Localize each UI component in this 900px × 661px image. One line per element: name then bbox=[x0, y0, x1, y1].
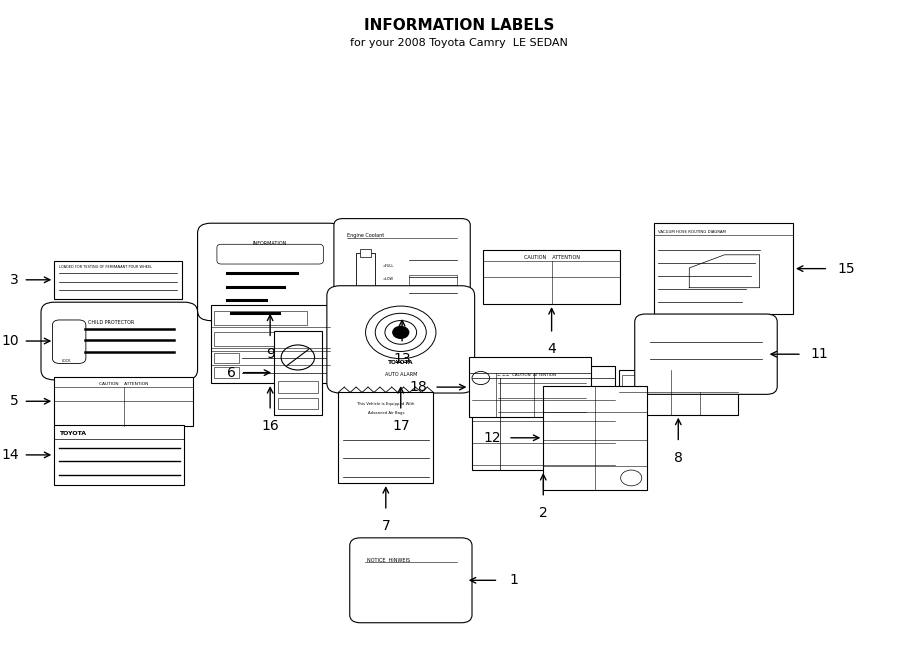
Bar bbox=[623, 375, 640, 387]
Text: CHILD PROTECTOR: CHILD PROTECTOR bbox=[87, 320, 134, 325]
Bar bbox=[654, 223, 793, 314]
FancyBboxPatch shape bbox=[198, 223, 343, 321]
Text: NOTICE  HINWEIS: NOTICE HINWEIS bbox=[367, 558, 410, 563]
FancyBboxPatch shape bbox=[327, 286, 474, 393]
Text: 15: 15 bbox=[837, 262, 855, 276]
Text: 13: 13 bbox=[393, 352, 411, 366]
Text: This Vehicle is Equipped With: This Vehicle is Equipped With bbox=[357, 403, 415, 407]
Text: 16: 16 bbox=[261, 419, 279, 434]
Bar bbox=[214, 368, 238, 378]
Text: 14: 14 bbox=[2, 448, 19, 462]
Text: 6: 6 bbox=[227, 366, 236, 379]
Text: 1: 1 bbox=[509, 573, 518, 587]
Text: Advanced Air Bags: Advanced Air Bags bbox=[367, 410, 404, 415]
Bar bbox=[274, 330, 321, 414]
FancyBboxPatch shape bbox=[634, 314, 778, 395]
Bar bbox=[472, 366, 615, 470]
Bar bbox=[54, 260, 182, 299]
Bar bbox=[360, 249, 371, 256]
Text: 10: 10 bbox=[2, 334, 19, 348]
Text: 7: 7 bbox=[382, 520, 391, 533]
Bar bbox=[619, 370, 738, 414]
FancyBboxPatch shape bbox=[350, 538, 472, 623]
Text: 9: 9 bbox=[266, 347, 274, 361]
Text: 11: 11 bbox=[811, 347, 828, 361]
Bar bbox=[214, 332, 307, 346]
Text: =LOW: =LOW bbox=[382, 277, 393, 281]
Text: 12: 12 bbox=[483, 431, 501, 445]
Bar bbox=[470, 357, 590, 417]
Bar bbox=[54, 377, 194, 426]
Bar bbox=[409, 274, 457, 285]
Bar bbox=[214, 353, 238, 364]
Bar bbox=[277, 398, 318, 409]
Bar bbox=[483, 251, 620, 304]
Text: LOADED FOR TESTING OF PERMANANT POUR WHEEL: LOADED FOR TESTING OF PERMANANT POUR WHE… bbox=[58, 264, 152, 268]
Text: ⚠ ⚠⚠  CAUTION  ATTENTION: ⚠ ⚠⚠ CAUTION ATTENTION bbox=[497, 373, 555, 377]
Text: 3: 3 bbox=[10, 273, 19, 287]
Text: =FULL: =FULL bbox=[382, 264, 393, 268]
Text: 5: 5 bbox=[10, 394, 19, 408]
Circle shape bbox=[392, 327, 409, 338]
FancyBboxPatch shape bbox=[334, 219, 470, 323]
Bar bbox=[644, 375, 662, 387]
Bar bbox=[54, 424, 184, 485]
Text: CAUTION    ATTENTION: CAUTION ATTENTION bbox=[524, 255, 580, 260]
Text: TOYOTA: TOYOTA bbox=[388, 360, 413, 365]
Text: 2: 2 bbox=[539, 506, 547, 520]
Text: for your 2008 Toyota Camry  LE SEDAN: for your 2008 Toyota Camry LE SEDAN bbox=[350, 38, 568, 48]
Text: INFORMATION LABELS: INFORMATION LABELS bbox=[364, 18, 554, 33]
Text: AUTO ALARM: AUTO ALARM bbox=[384, 371, 417, 377]
Bar bbox=[211, 305, 329, 383]
Bar bbox=[544, 386, 647, 490]
Text: Engine Coolant: Engine Coolant bbox=[347, 233, 384, 238]
FancyBboxPatch shape bbox=[41, 302, 198, 380]
Text: 18: 18 bbox=[410, 380, 427, 394]
Bar bbox=[356, 253, 375, 290]
Bar bbox=[214, 311, 307, 325]
Text: VACUUM HOSE ROUTING DIAGRAM: VACUUM HOSE ROUTING DIAGRAM bbox=[658, 230, 725, 234]
Bar bbox=[409, 289, 457, 299]
Text: LOCK: LOCK bbox=[61, 359, 71, 363]
Text: 8: 8 bbox=[674, 451, 683, 465]
Text: 17: 17 bbox=[392, 419, 410, 434]
Text: INFORMATION: INFORMATION bbox=[253, 241, 287, 246]
Text: TOYOTA: TOYOTA bbox=[58, 431, 86, 436]
Bar bbox=[338, 393, 433, 483]
Text: 4: 4 bbox=[547, 342, 556, 356]
Bar bbox=[277, 381, 318, 393]
FancyBboxPatch shape bbox=[217, 245, 323, 264]
Text: CAUTION    ATTENTION: CAUTION ATTENTION bbox=[99, 382, 148, 386]
FancyBboxPatch shape bbox=[52, 320, 86, 364]
